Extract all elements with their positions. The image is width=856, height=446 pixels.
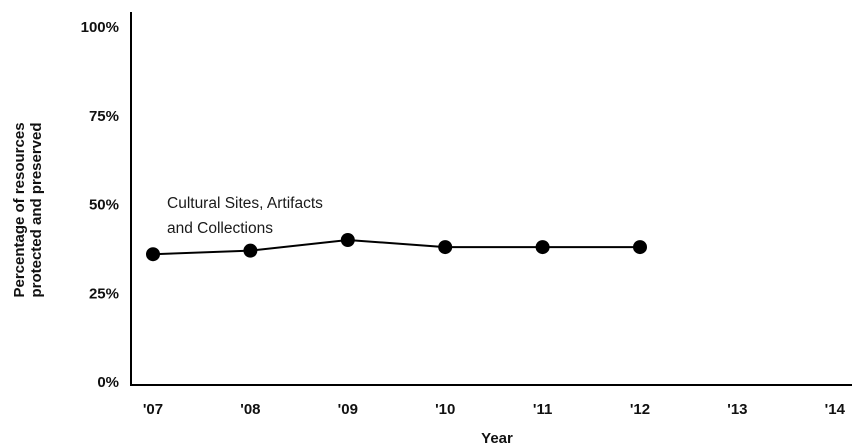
x-tick-label: '07 <box>143 401 163 418</box>
y-tick-label: 0% <box>97 374 119 391</box>
data-point <box>438 240 453 255</box>
y-axis-title: Percentage of resources protected and pr… <box>11 122 45 297</box>
x-tick-label: '08 <box>240 401 260 418</box>
y-tick-label: 100% <box>81 19 119 36</box>
x-tick-label: '11 <box>533 401 552 418</box>
y-axis-title-line-2: protected and preserved <box>28 122 45 297</box>
x-tick-label: '12 <box>630 401 650 418</box>
x-axis-title: Year <box>481 430 513 446</box>
annotation-line-2: and Collections <box>167 220 273 237</box>
x-tick-label: '13 <box>727 401 747 418</box>
series-line <box>152 238 640 256</box>
y-tick-label: 25% <box>89 285 119 302</box>
data-point <box>243 243 258 258</box>
series-layer <box>146 233 647 262</box>
x-tick-label: '14 <box>825 401 846 418</box>
data-point <box>340 233 355 247</box>
y-tick-label: 75% <box>89 108 119 125</box>
x-tick-label: '09 <box>338 401 358 418</box>
series-annotation: Cultural Sites, Artifacts and Collection… <box>167 195 323 237</box>
data-point <box>535 240 550 255</box>
y-tick-labels: 0% 25% 50% 75% 100% <box>81 19 119 391</box>
y-tick-label: 50% <box>89 197 119 214</box>
data-point <box>633 240 647 255</box>
y-axis-title-line-1: Percentage of resources <box>11 122 28 297</box>
data-point <box>146 247 160 262</box>
x-tick-label: '10 <box>435 401 455 418</box>
x-tick-labels: '07 '08 '09 '10 '11 '12 '13 '14 <box>143 401 846 418</box>
annotation-line-1: Cultural Sites, Artifacts <box>167 195 323 212</box>
